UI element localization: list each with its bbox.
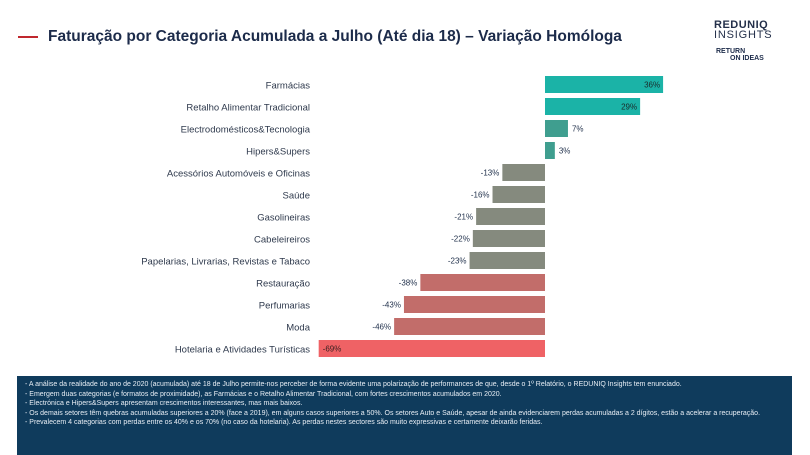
bar-chart: Farmácias 36% Retalho Alimentar Tradiciona… <box>141 76 664 357</box>
value-label: 29% <box>621 103 637 112</box>
notes-box: - A análise da realidade do ano de 2020 … <box>17 376 792 455</box>
value-label: -38% <box>399 279 418 288</box>
bar <box>476 208 545 225</box>
value-label: -21% <box>454 213 473 222</box>
logo2-line1: RETURN <box>716 48 746 55</box>
note-line: - Emergem duas categorias (e formatos de… <box>25 390 502 398</box>
reduniq-insights-logo: REDUNIQ INSIGHTS <box>714 20 772 41</box>
bar <box>469 252 545 269</box>
value-label: -13% <box>481 169 500 178</box>
logo2-line2: ON IDEAS <box>730 55 764 62</box>
note-line: - A análise da realidade do ano de 2020 … <box>25 381 682 388</box>
bar <box>472 230 545 247</box>
category-label: Electrodomésticos&Tecnologia <box>181 125 311 136</box>
value-label: 36% <box>644 81 660 90</box>
note-line: - Electrónica e Hipers&Supers apresentam… <box>25 400 303 408</box>
page-title: Faturação por Categoria Acumulada a Julh… <box>48 28 622 45</box>
value-label: 3% <box>559 147 571 156</box>
category-label: Perfumarias <box>259 301 310 312</box>
category-label: Papelarias, Livrarias, Revistas e Tabaco <box>141 257 310 268</box>
category-label: Retalho Alimentar Tradicional <box>186 103 310 114</box>
title-accent-line <box>18 36 38 38</box>
value-label: -23% <box>448 257 467 266</box>
category-label: Restauração <box>256 279 310 290</box>
value-label: -43% <box>382 301 401 310</box>
note-line: - Prevalecem 4 categorias com perdas ent… <box>25 419 543 427</box>
value-label: 7% <box>572 125 584 134</box>
value-label: -69% <box>323 345 342 354</box>
category-label: Saúde <box>283 191 310 202</box>
value-label: -46% <box>372 323 391 332</box>
category-label: Acessórios Automóveis e Oficinas <box>167 169 310 180</box>
return-on-ideas-logo: RETURN ON IDEAS <box>716 48 764 62</box>
category-label: Cabeleireiros <box>254 235 310 246</box>
bar <box>318 340 545 357</box>
bar <box>545 98 641 115</box>
logo-sub: INSIGHTS <box>714 29 773 41</box>
bar <box>420 274 545 291</box>
logo-brand: REDUNIQ <box>714 19 769 31</box>
bar <box>403 296 545 313</box>
category-label: Moda <box>286 323 310 334</box>
category-label: Hipers&Supers <box>246 147 310 158</box>
bar <box>394 318 545 335</box>
bar <box>545 142 555 159</box>
note-line: - Os demais setores têm quebras acumulad… <box>25 409 761 417</box>
value-label: -16% <box>471 191 490 200</box>
bar <box>502 164 545 181</box>
category-label: Gasolineiras <box>257 213 310 224</box>
bar <box>545 120 568 137</box>
bar <box>545 76 664 93</box>
category-label: Farmácias <box>266 81 311 92</box>
category-label: Hotelaria e Atividades Turísticas <box>175 345 310 356</box>
bar <box>492 186 545 203</box>
value-label: -22% <box>451 235 470 244</box>
